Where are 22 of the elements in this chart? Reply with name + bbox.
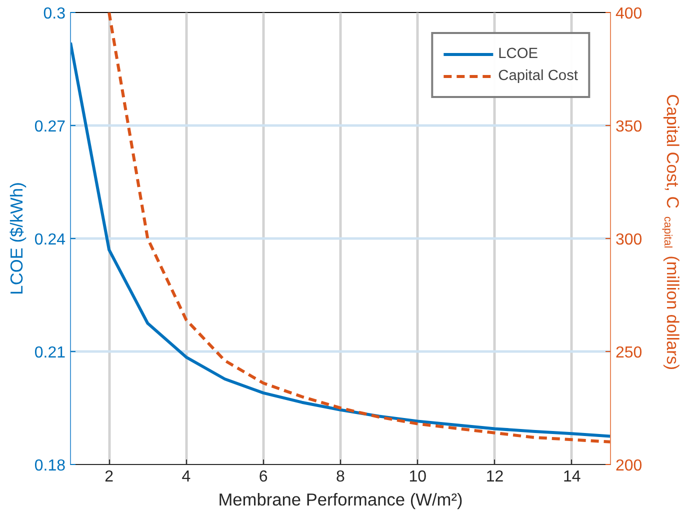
x-tick-label: 12 — [486, 468, 504, 486]
y2-tick-label: 250 — [616, 344, 642, 362]
y-tick-label: 0.3 — [43, 6, 66, 22]
x-tick-label: 8 — [336, 468, 346, 486]
y-tick-label: 0.18 — [34, 458, 66, 474]
y-tick-label: 0.27 — [34, 118, 66, 136]
x-tick-label: 10 — [408, 468, 427, 486]
x-tick-label: 2 — [104, 468, 114, 486]
y2-axis-title: Capital Cost, Ccapital (million dollars) — [662, 94, 682, 370]
x-tick-label: 14 — [563, 468, 581, 486]
y-tick-label: 0.21 — [34, 344, 66, 362]
y2-tick-label: 350 — [616, 118, 642, 136]
y2-tick-label: 400 — [616, 6, 642, 22]
y2-tick-label: 300 — [616, 232, 642, 248]
y2-tick-label: 200 — [616, 458, 642, 474]
y-axis-title: LCOE ($/kWh) — [6, 182, 26, 295]
legend-label: Capital Cost — [498, 68, 578, 84]
x-axis-title: Membrane Performance (W/m²) — [218, 490, 463, 510]
y-tick-label: 0.24 — [34, 232, 66, 248]
legend-label: LCOE — [498, 46, 538, 62]
x-tick-label: 4 — [182, 468, 191, 486]
x-tick-label: 6 — [258, 468, 268, 486]
